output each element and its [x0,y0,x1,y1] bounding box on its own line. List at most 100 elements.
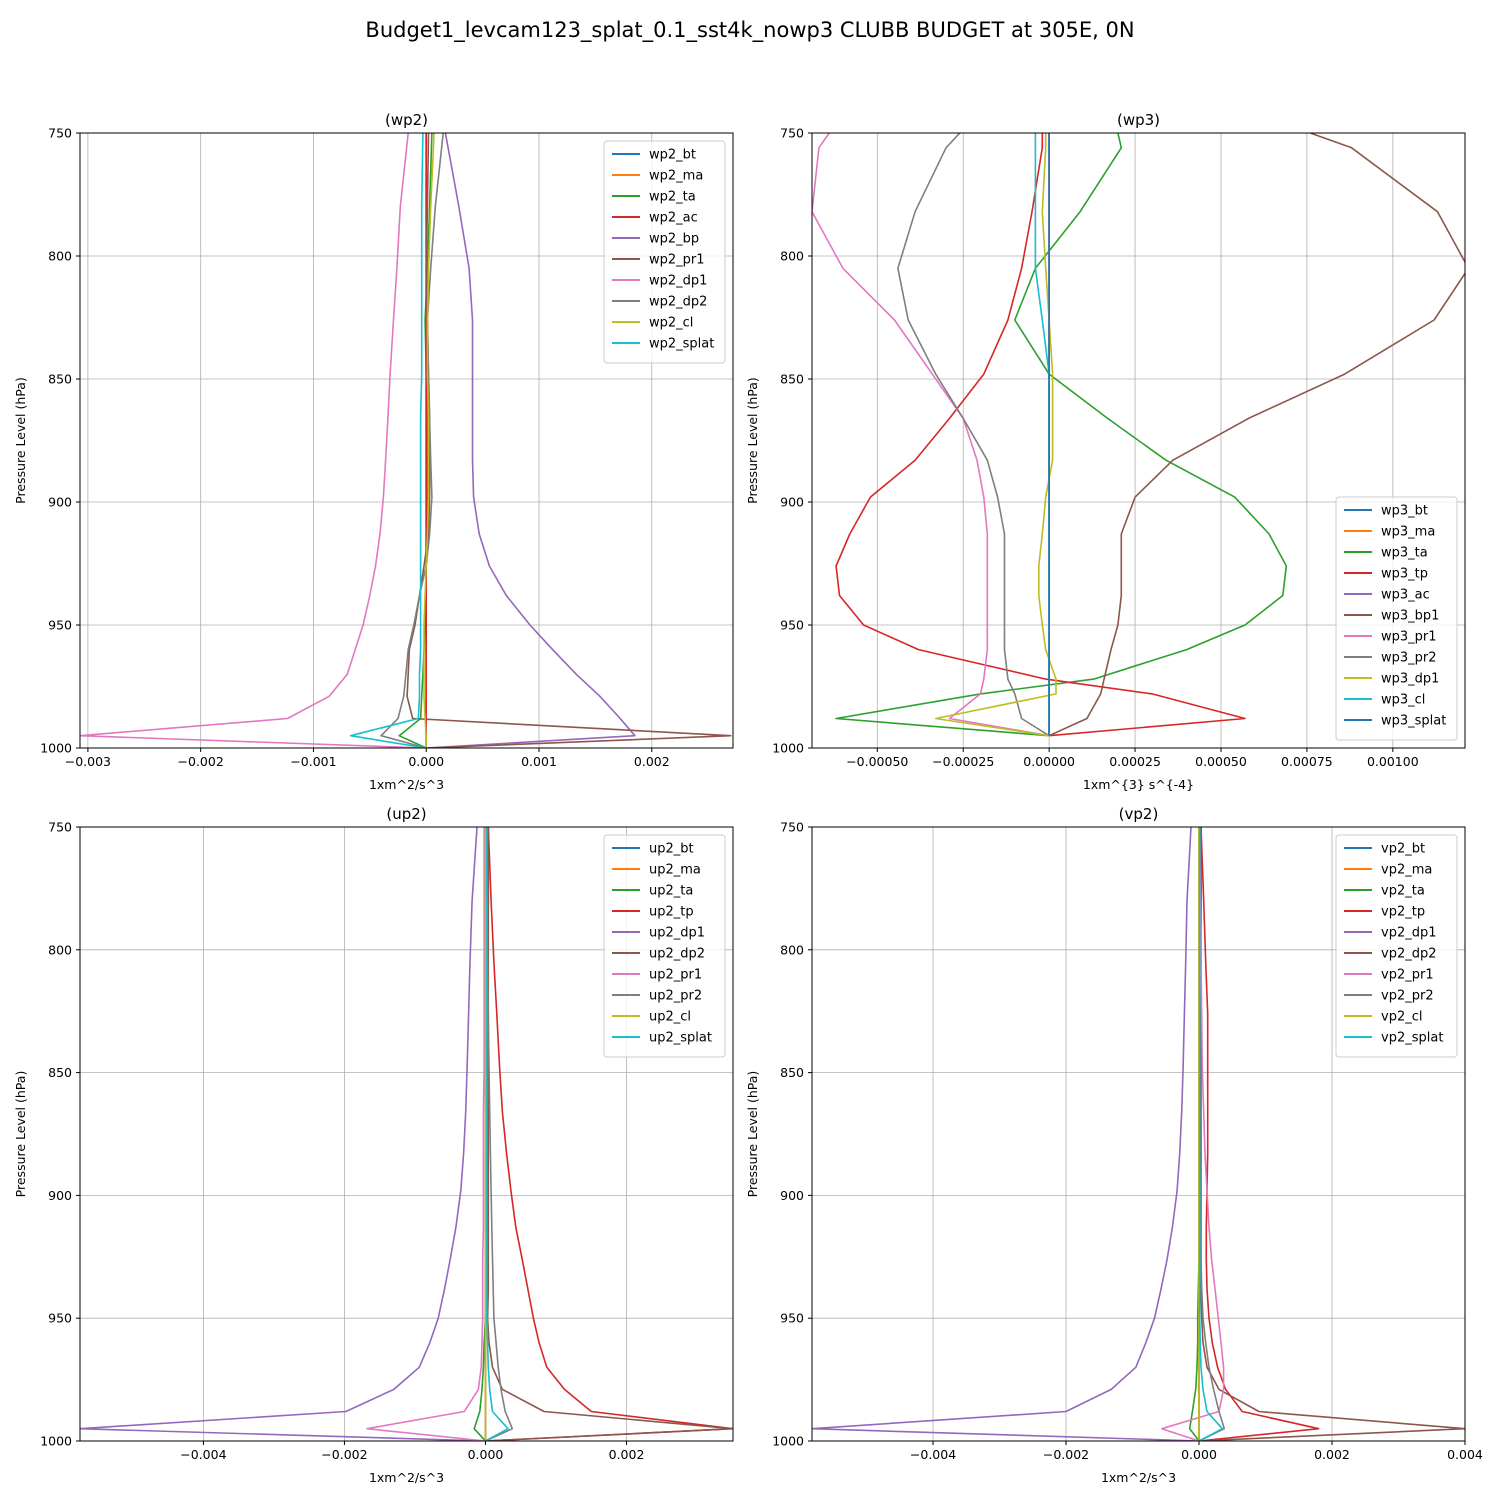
legend-label-vp2_tp: vp2_tp [1381,905,1425,920]
panel-title: (wp2) [385,111,428,129]
legend-label-wp2_dp2: wp2_dp2 [649,295,707,310]
x-tick-label: 0.00000 [1023,754,1075,769]
legend: vp2_bt vp2_ma vp2_ta vp2_tp vp2_dp1 vp2_dp2vp… [1335,834,1458,1058]
series-line-wp3_pr2 [897,133,1050,737]
legend: wp2_bt wp2_ma wp2_ta wp2_ac wp2_bp wp2_pr1 wp2… [603,140,726,364]
legend-label-wp2_ta: wp2_ta [649,190,696,205]
axes-frame [811,132,1466,749]
x-tick-label: 0.002 [634,754,670,769]
y-tick-label: 900 [780,495,804,510]
legend-label-up2_tp: up2_tp [649,905,694,920]
x-tick-label: 0.001 [521,754,557,769]
panel-vp2: −0.004 −0.002 0.000 0.002 0.004 750 800 850 900 9… [745,805,1483,1485]
legend-label-vp2_pr1: vp2_pr1 [1381,968,1434,983]
y-tick-label: 850 [780,372,804,387]
legend-label-vp2_bt: vp2_bt [1381,842,1425,857]
legend-label-wp3_bp1: wp3_bp1 [1381,609,1439,624]
series-line-wp2_cl [423,133,435,748]
y-tick-label: 750 [48,126,72,141]
series-line-wp3_tp [835,133,1246,737]
legend: wp3_bt wp3_ma wp3_ta wp3_tp wp3_ac wp3_bp1 wp3… [1335,496,1458,741]
legend-label-wp3_ac: wp3_ac [1381,588,1430,603]
y-axis-label: Pressure Level (hPa) [13,377,28,504]
legend: up2_bt up2_ma up2_ta up2_tp up2_dp1 up2_dp2up… [603,834,726,1058]
x-tick-label: 0.00075 [1281,754,1333,769]
panel-wp2: −0.003 −0.002 −0.001 0.000 0.001 0.002 750 800 8… [13,111,734,792]
x-tick-label: 0.00025 [1109,754,1161,769]
legend-label-vp2_pr2: vp2_pr2 [1381,989,1434,1004]
series-line-wp3_dp1 [934,133,1057,737]
x-tick-label: −0.004 [180,1447,226,1462]
legend-label-up2_ta: up2_ta [649,884,693,899]
x-tick-label: 0.000 [468,1447,504,1462]
x-tick-label: 0.00050 [1195,754,1247,769]
series-line-up2_tp [485,827,733,1441]
legend-label-wp3_ma: wp3_ma [1381,525,1435,540]
legend-label-wp2_splat: wp2_splat [649,337,714,352]
series-line-wp2_bp [426,133,636,748]
legend-label-wp2_cl: wp2_cl [649,316,693,331]
legend-label-up2_pr2: up2_pr2 [649,989,702,1004]
series-group [812,827,1465,1441]
y-tick-label: 1000 [40,1434,72,1449]
series-line-up2_splat [485,827,509,1441]
legend-label-vp2_cl: vp2_cl [1381,1010,1422,1025]
y-tick-label: 850 [48,1065,72,1080]
x-tick-label: 0.004 [1447,1447,1483,1462]
figure-title: Budget1_levcam123_splat_0.1_sst4k_nowp3 … [365,18,1134,43]
legend-label-up2_cl: up2_cl [649,1010,691,1025]
legend-label-wp3_cl: wp3_cl [1381,693,1425,708]
y-tick-label: 950 [48,618,72,633]
y-tick-label: 800 [48,249,72,264]
series-line-wp2_dp1 [80,133,427,748]
x-axis-label: 1xm^{3} s^{-4} [1083,777,1194,792]
y-axis-label: Pressure Level (hPa) [745,377,760,504]
legend-label-up2_bt: up2_bt [649,842,694,857]
y-tick-label: 950 [780,1311,804,1326]
axes-frame [811,826,1466,1442]
y-tick-label: 1000 [772,741,804,756]
legend-label-wp3_bt: wp3_bt [1381,504,1428,519]
legend-label-wp2_dp1: wp2_dp1 [649,274,707,289]
x-axis-label: 1xm^2/s^3 [369,1470,444,1485]
legend-frame [1335,496,1458,741]
y-tick-label: 900 [48,1188,72,1203]
legend-label-vp2_dp1: vp2_dp1 [1381,926,1437,941]
legend-label-up2_ma: up2_ma [649,863,701,878]
x-tick-label: −0.002 [321,1447,367,1462]
series-line-vp2_pr1 [1161,827,1225,1441]
x-tick-label: −0.002 [1043,1447,1089,1462]
x-tick-label: −0.004 [910,1447,956,1462]
series-line-wp2_splat [349,133,427,748]
legend-label-wp3_tp: wp3_tp [1381,567,1428,582]
series-line-up2_pr2 [485,827,514,1441]
series-line-vp2_dp1 [812,827,1200,1441]
series-line-wp3_pr1 [812,133,1050,737]
legend-label-wp2_pr1: wp2_pr1 [649,253,705,268]
legend-label-wp2_bp: wp2_bp [649,232,699,247]
series-group [80,827,733,1441]
series-line-wp3_bp1 [1048,133,1465,737]
x-tick-label: 0.000 [1181,1447,1217,1462]
legend-label-vp2_ma: vp2_ma [1381,863,1432,878]
legend-label-up2_dp1: up2_dp1 [649,926,705,941]
y-tick-label: 900 [48,495,72,510]
x-tick-label: −0.00025 [932,754,994,769]
y-tick-label: 850 [48,372,72,387]
y-tick-label: 900 [780,1188,804,1203]
y-tick-label: 750 [48,820,72,835]
legend-label-vp2_splat: vp2_splat [1381,1031,1443,1046]
y-tick-label: 950 [48,1311,72,1326]
x-tick-label: 0.002 [1314,1447,1350,1462]
legend-label-vp2_ta: vp2_ta [1381,884,1425,899]
y-tick-label: 850 [780,1065,804,1080]
panel-up2: −0.004 −0.002 0.000 0.002 750 800 850 900 950 100… [13,805,734,1485]
x-tick-label: 0.000 [408,754,444,769]
axes-frame [79,826,734,1442]
x-tick-label: −0.001 [290,754,336,769]
y-tick-label: 1000 [40,741,72,756]
y-tick-label: 750 [780,126,804,141]
panel-title: (vp2) [1119,805,1159,823]
legend-label-wp3_pr1: wp3_pr1 [1381,630,1437,645]
y-tick-label: 800 [780,249,804,264]
